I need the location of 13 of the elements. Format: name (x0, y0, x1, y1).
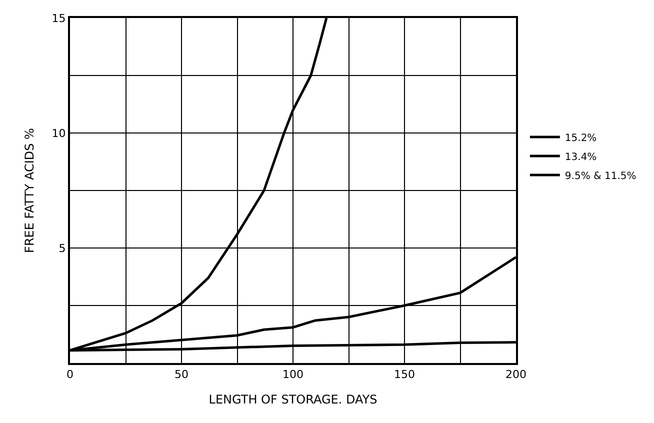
x-tick-label: 50 (174, 368, 188, 382)
legend-label: 13.4% (564, 152, 597, 163)
y-axis-title: FREE FATTY ACIDS % (22, 128, 37, 253)
legend-label: 15.2% (564, 132, 597, 144)
x-tick-label: 0 (66, 368, 74, 382)
y-tick-label: 15 (52, 12, 66, 25)
x-axis-title: LENGTH OF STORAGE. DAYS (208, 392, 378, 407)
x-tick-label: 150 (394, 368, 415, 382)
x-tick-label: 100 (282, 368, 304, 382)
legend-label: 9.5% & 11.5% (564, 170, 636, 182)
x-tick-label: 200 (506, 368, 526, 382)
y-tick-label: 5 (58, 242, 66, 255)
y-tick-label: 10 (52, 126, 66, 140)
